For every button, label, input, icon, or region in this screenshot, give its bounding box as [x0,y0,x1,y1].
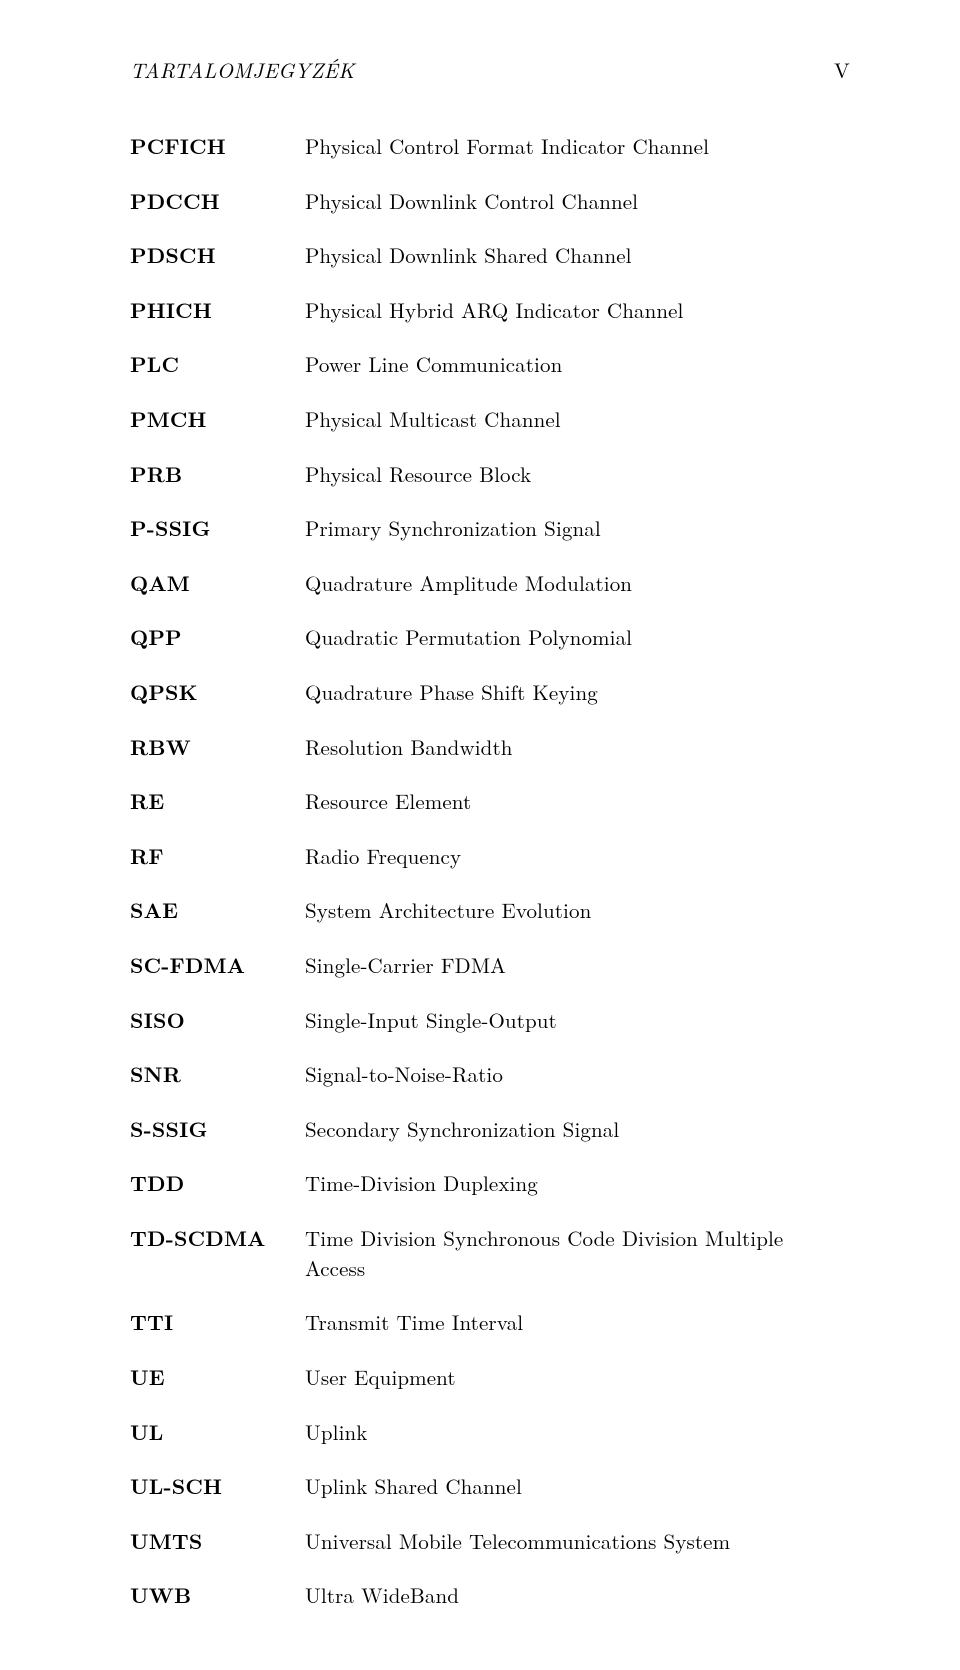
glossary-abbr: PCFICH [130,131,305,161]
glossary-abbr: RF [130,841,305,871]
glossary-row: QPSKQuadrature Phase Shift Keying [130,677,850,707]
glossary-abbr: UMTS [130,1526,305,1556]
glossary-row: UWBUltra WideBand [130,1580,850,1610]
glossary-row: SC-FDMASingle-Carrier FDMA [130,950,850,980]
glossary-abbr: QPSK [130,677,305,707]
glossary-abbr: PDCCH [130,186,305,216]
glossary-definition: Transmit Time Interval [305,1307,850,1337]
glossary-row: SAESystem Architecture Evolution [130,895,850,925]
glossary-abbr: PHICH [130,295,305,325]
glossary-row: PRBPhysical Resource Block [130,459,850,489]
glossary-row: PHICHPhysical Hybrid ARQ Indicator Chann… [130,295,850,325]
glossary-row: TTITransmit Time Interval [130,1307,850,1337]
glossary-abbr: QAM [130,568,305,598]
running-header: TARTALOMJEGYZÉK V [130,55,850,85]
glossary-definition: Physical Control Format Indicator Channe… [305,131,850,161]
glossary-abbr: TTI [130,1307,305,1337]
glossary-definition: Ultra WideBand [305,1580,850,1610]
glossary-definition: System Architecture Evolution [305,895,850,925]
glossary-definition: Radio Frequency [305,841,850,871]
glossary-definition: Physical Hybrid ARQ Indicator Channel [305,295,850,325]
glossary-row: PCFICHPhysical Control Format Indicator … [130,131,850,161]
glossary-row: PDSCHPhysical Downlink Shared Channel [130,240,850,270]
glossary-definition: Uplink Shared Channel [305,1471,850,1501]
glossary-row: UEUser Equipment [130,1362,850,1392]
glossary-abbr: S-SSIG [130,1114,305,1144]
header-title: TARTALOMJEGYZÉK [130,55,355,85]
glossary-definition: Primary Synchronization Signal [305,513,850,543]
glossary-row: TDDTime-Division Duplexing [130,1168,850,1198]
glossary-definition: Signal-to-Noise-Ratio [305,1059,850,1089]
glossary-row: ULUplink [130,1417,850,1447]
glossary-definition: Quadratic Permutation Polynomial [305,622,850,652]
glossary-row: PMCHPhysical Multicast Channel [130,404,850,434]
glossary-row: SISOSingle-Input Single-Output [130,1005,850,1035]
glossary-definition: Quadrature Amplitude Modulation [305,568,850,598]
glossary-row: PLCPower Line Communication [130,349,850,379]
glossary-definition: Uplink [305,1417,850,1447]
glossary-row: REResource Element [130,786,850,816]
glossary-abbr: UL-SCH [130,1471,305,1501]
glossary-abbr: UWB [130,1580,305,1610]
glossary-abbr: PRB [130,459,305,489]
glossary-definition: Power Line Communication [305,349,850,379]
document-page: TARTALOMJEGYZÉK V PCFICHPhysical Control… [0,0,960,1670]
glossary-abbr: SAE [130,895,305,925]
glossary-definition: Time Division Synchronous Code Division … [305,1223,850,1283]
glossary-abbr: TD-SCDMA [130,1223,305,1253]
page-number: V [834,55,850,85]
glossary-row: SNRSignal-to-Noise-Ratio [130,1059,850,1089]
glossary-definition: Universal Mobile Telecommunications Syst… [305,1526,850,1556]
glossary-definition: Physical Downlink Shared Channel [305,240,850,270]
glossary-definition: Secondary Synchronization Signal [305,1114,850,1144]
glossary-abbr: PLC [130,349,305,379]
glossary-row: RBWResolution Bandwidth [130,732,850,762]
glossary-row: P-SSIGPrimary Synchronization Signal [130,513,850,543]
glossary-definition: Resource Element [305,786,850,816]
glossary-row: PDCCHPhysical Downlink Control Channel [130,186,850,216]
glossary-definition: Time-Division Duplexing [305,1168,850,1198]
glossary-abbr: TDD [130,1168,305,1198]
glossary-abbr: UL [130,1417,305,1447]
glossary-abbr: RBW [130,732,305,762]
glossary-abbr: RE [130,786,305,816]
glossary-row: QAMQuadrature Amplitude Modulation [130,568,850,598]
glossary-definition: Physical Resource Block [305,459,850,489]
glossary-abbr: UE [130,1362,305,1392]
glossary-abbr: PDSCH [130,240,305,270]
glossary-definition: Resolution Bandwidth [305,732,850,762]
glossary-abbr: PMCH [130,404,305,434]
glossary-row: QPPQuadratic Permutation Polynomial [130,622,850,652]
glossary-abbr: QPP [130,622,305,652]
glossary-abbr: P-SSIG [130,513,305,543]
glossary-row: TD-SCDMATime Division Synchronous Code D… [130,1223,850,1283]
glossary-abbr: SISO [130,1005,305,1035]
glossary-abbr: SC-FDMA [130,950,305,980]
glossary-definition: Physical Multicast Channel [305,404,850,434]
glossary-row: UL-SCHUplink Shared Channel [130,1471,850,1501]
glossary-table: PCFICHPhysical Control Format Indicator … [130,131,850,1610]
glossary-definition: User Equipment [305,1362,850,1392]
glossary-definition: Quadrature Phase Shift Keying [305,677,850,707]
glossary-abbr: SNR [130,1059,305,1089]
glossary-definition: Physical Downlink Control Channel [305,186,850,216]
glossary-row: RFRadio Frequency [130,841,850,871]
glossary-row: UMTSUniversal Mobile Telecommunications … [130,1526,850,1556]
glossary-definition: Single-Input Single-Output [305,1005,850,1035]
glossary-definition: Single-Carrier FDMA [305,950,850,980]
glossary-row: S-SSIGSecondary Synchronization Signal [130,1114,850,1144]
